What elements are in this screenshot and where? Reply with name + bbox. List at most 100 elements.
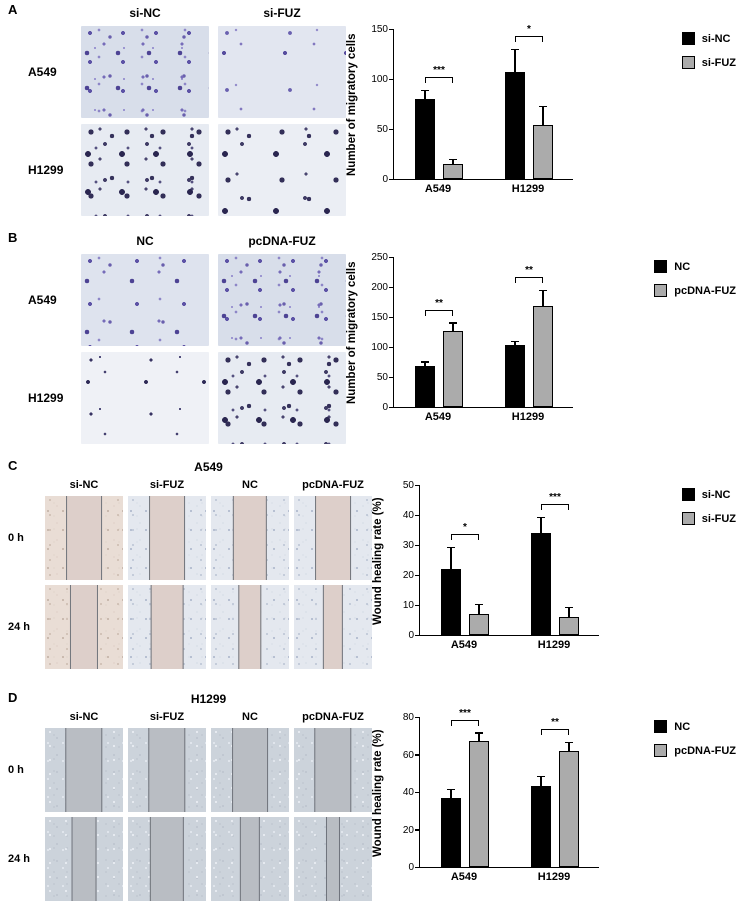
panel-d-image-grid: H1299 si-NC si-FUZ NC pcDNA-FUZ 0 h 24 h bbox=[0, 690, 372, 901]
error-bar bbox=[568, 743, 570, 751]
bar-NC-A549 bbox=[441, 797, 461, 867]
wound-gap bbox=[69, 585, 99, 669]
wound-gap bbox=[325, 817, 341, 901]
error-bar-cap bbox=[421, 89, 429, 91]
error-bar bbox=[568, 608, 570, 617]
row-label-h1299: H1299 bbox=[28, 163, 64, 177]
column-label-pcdna-fuz: pcDNA-FUZ bbox=[302, 479, 364, 491]
legend-item: si-NC bbox=[681, 32, 736, 45]
panel-b-bar-chart: Number of migratory cells 0 50 100 150 200 25… bbox=[346, 234, 573, 424]
row-label-h1299: H1299 bbox=[28, 391, 64, 405]
error-bar-cap bbox=[447, 788, 455, 791]
error-bar bbox=[452, 323, 454, 331]
row-label-0h: 0 h bbox=[8, 532, 24, 544]
legend-label-si-fuz: si-FUZ bbox=[701, 512, 736, 525]
y-tick-mark bbox=[389, 406, 394, 408]
bar-si-NC-H1299 bbox=[531, 533, 551, 635]
wound-gap bbox=[314, 728, 352, 812]
y-axis-label: Wound healing rate (%) bbox=[372, 497, 384, 625]
wound-image-a549-24h-si-fuz bbox=[128, 585, 206, 669]
significance-label: *** bbox=[433, 65, 445, 76]
bar-NC-H1299 bbox=[531, 786, 551, 867]
panel-d-label: D bbox=[8, 690, 18, 705]
plot-area: 0 20 40 60 80 *** ** bbox=[403, 708, 599, 873]
bar-si-NC-A549 bbox=[415, 99, 435, 179]
error-bar bbox=[452, 160, 454, 164]
micrograph-h1299-nc bbox=[81, 352, 209, 444]
y-tick-label: 100 bbox=[371, 342, 388, 353]
column-label-si-fuz: si-FUZ bbox=[263, 6, 301, 20]
x-tick-label: A549 bbox=[450, 639, 478, 651]
y-tick-mark bbox=[389, 286, 394, 288]
error-bar-cap bbox=[539, 105, 547, 107]
x-axis-labels: A549 H1299 bbox=[393, 180, 573, 196]
legend-swatch-si-nc bbox=[681, 32, 695, 45]
spacer bbox=[6, 709, 40, 723]
y-tick-label: 40 bbox=[402, 787, 414, 798]
wound-image-a549-0h-si-fuz bbox=[128, 496, 206, 580]
panel-a-legend: si-NC si-FUZ bbox=[681, 32, 736, 196]
y-tick-mark bbox=[415, 514, 420, 516]
error-bar-cap bbox=[475, 603, 483, 605]
y-tick-mark bbox=[415, 634, 420, 636]
legend-label-pcdna-fuz: pcDNA-FUZ bbox=[674, 284, 736, 297]
significance-label: *** bbox=[459, 707, 471, 719]
wound-gap bbox=[232, 496, 268, 580]
significance-label: ** bbox=[435, 297, 443, 309]
micrograph-a549-pcdna-fuz bbox=[218, 254, 346, 346]
y-tick-label: 50 bbox=[376, 124, 388, 135]
bar-group-H1299: *** bbox=[531, 486, 579, 635]
panel-d: D H1299 si-NC si-FUZ NC pcDNA-FUZ 0 h 24… bbox=[0, 690, 748, 901]
wound-image-h1299-24h-nc bbox=[211, 817, 289, 901]
y-tick-mark bbox=[389, 128, 394, 130]
error-bar-cap bbox=[539, 289, 547, 292]
bar-NC-H1299 bbox=[505, 345, 525, 407]
micrograph-a549-si-nc bbox=[81, 26, 209, 118]
legend-swatch-si-fuz bbox=[681, 56, 695, 69]
legend-swatch-pcdna-fuz bbox=[654, 284, 668, 297]
error-bar bbox=[450, 548, 452, 569]
significance-bracket: *** bbox=[451, 708, 479, 726]
wound-image-a549-0h-nc bbox=[211, 496, 289, 580]
panel-a-label: A bbox=[8, 2, 18, 17]
panel-c-bar-chart: Wound healing rate (%) 0 10 20 30 40 50 * *** A… bbox=[372, 462, 599, 652]
micrograph-h1299-si-fuz bbox=[218, 124, 346, 216]
panel-d-bar-chart: Wound healing rate (%) 0 20 40 60 80 *** ** A5… bbox=[372, 694, 599, 884]
y-tick-mark bbox=[415, 791, 420, 793]
row-label-a549: A549 bbox=[28, 293, 57, 307]
legend-label-nc: NC bbox=[674, 720, 691, 733]
y-tick-mark bbox=[415, 544, 420, 546]
y-tick-label: 0 bbox=[408, 630, 414, 641]
x-tick-label: H1299 bbox=[537, 871, 571, 883]
legend-swatch-nc bbox=[654, 260, 668, 273]
y-tick-label: 100 bbox=[371, 74, 388, 85]
legend-label-si-fuz: si-FUZ bbox=[701, 56, 736, 69]
significance-bracket: * bbox=[515, 24, 543, 42]
significance-bracket: *** bbox=[541, 492, 569, 510]
y-tick-label: 60 bbox=[402, 749, 414, 761]
significance-label: * bbox=[527, 24, 531, 35]
significance-label: *** bbox=[549, 492, 561, 503]
bar-pcDNA-FUZ-A549 bbox=[443, 330, 463, 407]
wound-gap bbox=[315, 496, 351, 580]
wound-image-a549-0h-si-nc bbox=[45, 496, 123, 580]
x-tick-label: H1299 bbox=[511, 411, 545, 423]
y-tick-mark bbox=[415, 604, 420, 606]
significance-label: * bbox=[463, 522, 467, 533]
panel-c-legend: si-NC si-FUZ bbox=[681, 488, 736, 652]
y-tick-mark bbox=[415, 716, 420, 718]
y-tick-label: 30 bbox=[402, 540, 414, 551]
error-bar-cap bbox=[511, 340, 519, 343]
bar-group-A549: *** bbox=[441, 708, 489, 867]
y-axis-label: Number of migratory cells bbox=[346, 261, 358, 405]
y-tick-label: 20 bbox=[402, 570, 414, 581]
error-bar-cap bbox=[537, 516, 545, 518]
y-tick-mark bbox=[415, 484, 420, 486]
significance-bracket: ** bbox=[515, 265, 543, 284]
wound-gap bbox=[232, 728, 268, 812]
y-tick-mark bbox=[389, 256, 394, 258]
error-bar-cap bbox=[475, 732, 483, 734]
column-label-pcdna-fuz: pcDNA-FUZ bbox=[302, 711, 364, 723]
y-tick-label: 50 bbox=[376, 372, 388, 383]
error-bar bbox=[540, 518, 542, 533]
